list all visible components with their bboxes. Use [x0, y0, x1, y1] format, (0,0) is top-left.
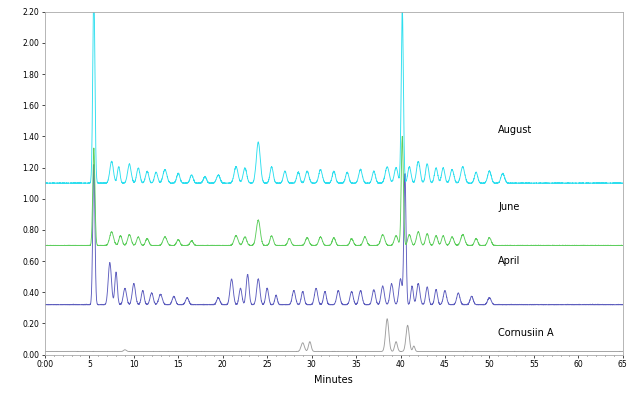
X-axis label: Minutes: Minutes	[315, 375, 353, 385]
Text: June: June	[498, 202, 519, 212]
Text: Cornusiin A: Cornusiin A	[498, 328, 554, 338]
Text: April: April	[498, 256, 521, 266]
Text: August: August	[498, 125, 533, 135]
